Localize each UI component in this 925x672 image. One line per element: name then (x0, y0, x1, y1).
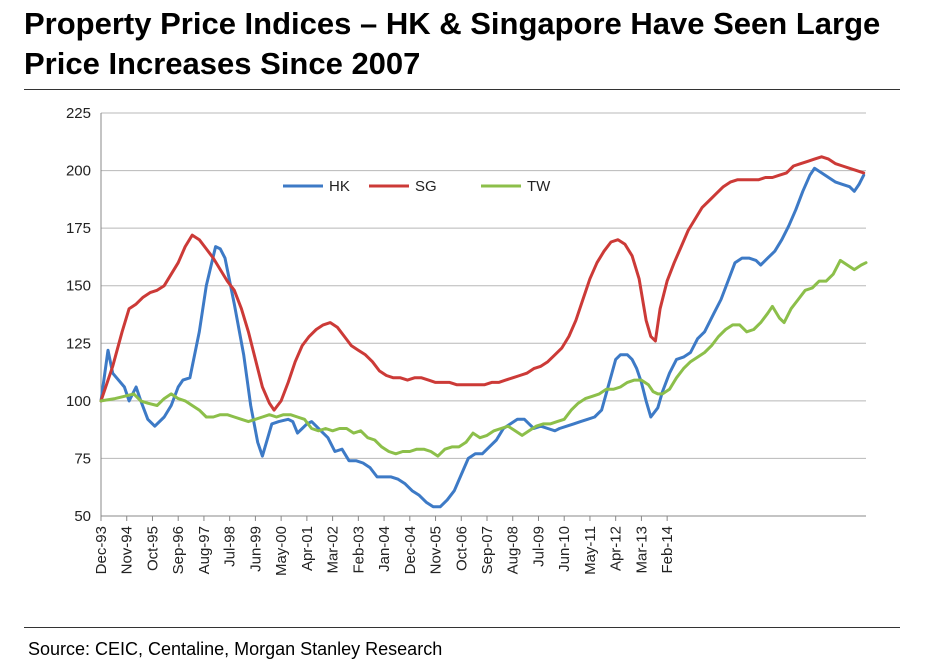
y-tick-label: 200 (66, 163, 91, 180)
x-tick-label: Apr-12 (608, 526, 625, 571)
x-tick-label: Sep-96 (170, 526, 187, 574)
x-tick-label: Jan-04 (376, 526, 393, 572)
title-divider (24, 89, 900, 90)
x-tick-label: Aug-97 (196, 526, 213, 574)
x-tick-label: Mar-02 (325, 526, 342, 574)
axes (100, 113, 866, 517)
legend-label-hk: HK (329, 178, 350, 195)
x-tick-label: Oct-95 (144, 526, 161, 571)
x-tick-label: Jul-98 (222, 526, 239, 567)
x-tick-label: May-11 (582, 526, 599, 575)
x-axis-ticks: Dec-93 Nov-94 Oct-95 Sep-96 Aug-97 Jul-98 Jun-… (93, 516, 676, 576)
x-tick-label: Jul-09 (530, 526, 547, 567)
legend-label-sg: SG (415, 178, 437, 195)
x-tick-label: Jun-10 (556, 526, 573, 572)
y-tick-label: 175 (66, 220, 91, 237)
series-line-sg (99, 155, 866, 412)
x-tick-label: Mar-13 (633, 526, 650, 574)
x-tick-label: Aug-08 (505, 526, 522, 574)
series-lines (99, 155, 868, 509)
x-tick-label: Apr-01 (299, 526, 316, 571)
y-tick-label: 125 (66, 335, 91, 352)
legend-label-tw: TW (527, 178, 551, 195)
source-divider (24, 627, 900, 628)
x-tick-label: Nov-94 (119, 526, 136, 574)
source-note: Source: CEIC, Centaline, Morgan Stanley … (28, 639, 443, 659)
series-line-hk (99, 166, 866, 509)
y-tick-label: 75 (74, 450, 91, 467)
x-tick-label: Feb-03 (350, 526, 367, 574)
y-tick-label: 150 (66, 278, 91, 295)
legend: HK SG TW (283, 178, 551, 195)
x-tick-label: Dec-04 (402, 526, 419, 574)
y-axis-ticks: 50 75 100 125 150 175 200 225 (66, 105, 91, 525)
series-line-tw (99, 258, 868, 458)
y-tick-label: 100 (66, 393, 91, 410)
y-tick-label: 225 (66, 105, 91, 122)
x-tick-label: Dec-93 (93, 526, 110, 574)
x-tick-label: Jun-99 (247, 526, 264, 572)
x-tick-label: Nov-05 (428, 526, 445, 574)
y-tick-label: 50 (74, 508, 91, 525)
line-chart: 50 75 100 125 150 175 200 225 Dec-93 Nov-94 Oct-9… (66, 105, 868, 576)
page-title: Property Price Indices – HK & Singapore … (24, 6, 881, 81)
gridlines (101, 112, 866, 517)
x-tick-label: Oct-06 (453, 526, 470, 571)
x-tick-label: Sep-07 (479, 526, 496, 574)
x-tick-label: Feb-14 (659, 526, 676, 574)
x-tick-label: May-00 (273, 526, 290, 576)
